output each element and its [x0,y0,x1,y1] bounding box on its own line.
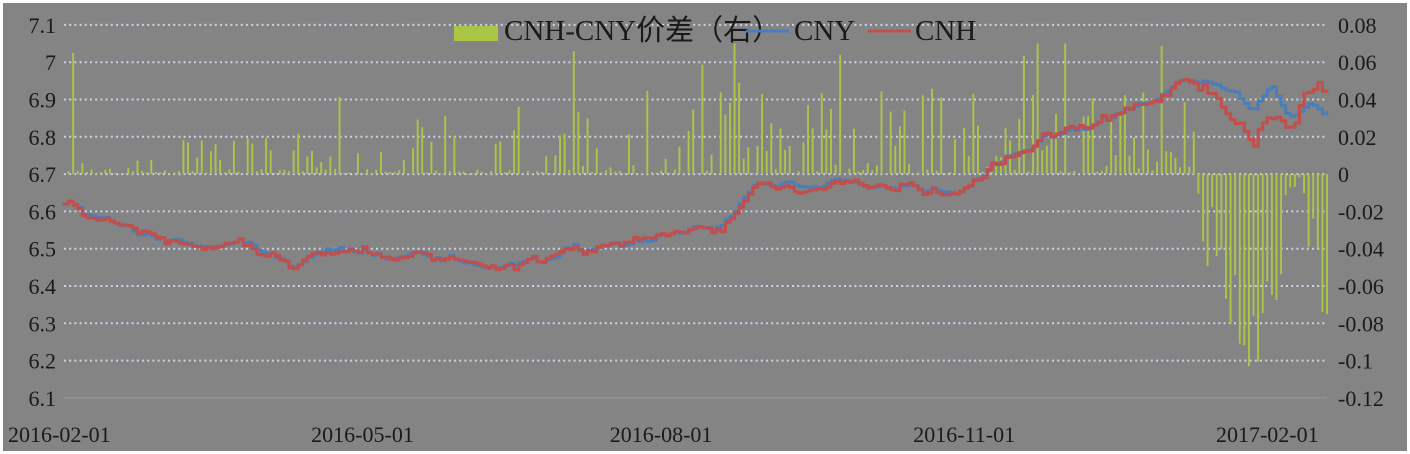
svg-text:6.4: 6.4 [29,274,57,299]
svg-text:CNH: CNH [915,15,976,47]
svg-text:6.6: 6.6 [29,199,57,224]
svg-text:-0.02: -0.02 [1338,199,1384,224]
svg-text:7: 7 [45,50,56,75]
svg-text:-0.1: -0.1 [1338,349,1373,374]
svg-text:0.02: 0.02 [1338,125,1377,150]
svg-text:-0.12: -0.12 [1338,386,1384,411]
svg-text:6.1: 6.1 [29,386,57,411]
svg-text:6.5: 6.5 [29,237,57,262]
svg-text:0: 0 [1338,162,1349,187]
svg-text:0.06: 0.06 [1338,50,1377,75]
svg-text:6.2: 6.2 [29,349,57,374]
svg-text:7.1: 7.1 [29,13,57,38]
svg-text:-0.06: -0.06 [1338,274,1384,299]
svg-text:2016-08-01: 2016-08-01 [610,422,713,447]
svg-text:6.9: 6.9 [29,88,57,113]
svg-text:CNY: CNY [794,15,855,47]
svg-text:-0.08: -0.08 [1338,311,1384,336]
svg-text:CNH-CNY价差（右）: CNH-CNY价差（右） [504,14,781,47]
svg-text:2017-02-01: 2017-02-01 [1216,422,1319,447]
svg-text:6.8: 6.8 [29,125,57,150]
svg-text:6.7: 6.7 [29,162,57,187]
svg-text:0.04: 0.04 [1338,88,1377,113]
svg-text:2016-11-01: 2016-11-01 [913,422,1015,447]
svg-text:2016-05-01: 2016-05-01 [311,422,414,447]
svg-text:2016-02-01: 2016-02-01 [8,422,111,447]
svg-text:-0.04: -0.04 [1338,237,1384,262]
svg-text:6.3: 6.3 [29,311,57,336]
svg-text:0.08: 0.08 [1338,13,1377,38]
